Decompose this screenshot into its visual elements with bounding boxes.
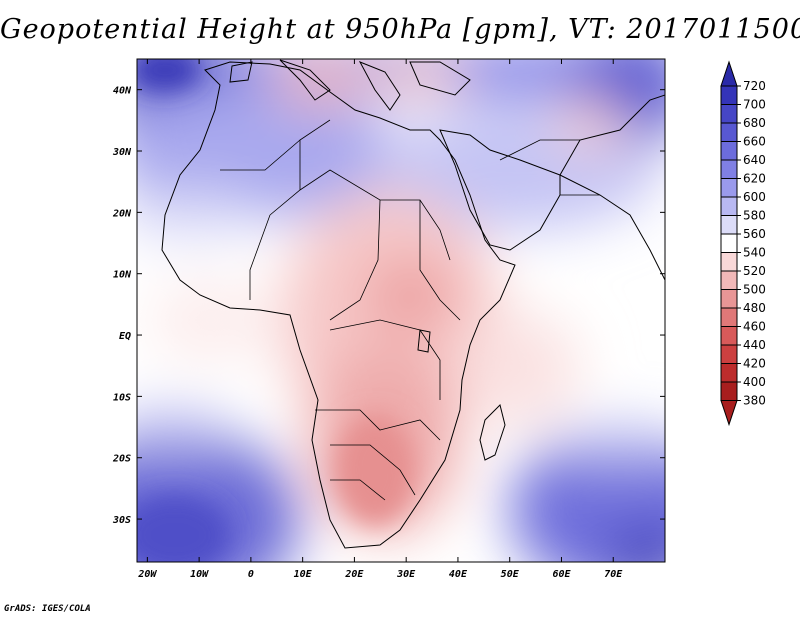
colorbar-label: 600 <box>743 190 766 204</box>
colorbar-swatch <box>720 289 738 309</box>
lat-label: 30N <box>112 147 132 158</box>
lon-label: 60E <box>552 569 571 580</box>
colorbar-swatch <box>720 326 738 346</box>
colorbar: 720 700 680 660 640 620 600 580 560 540 520 500 480 4… <box>720 60 766 427</box>
colorbar-label: 700 <box>743 98 766 112</box>
colorbar-label: 440 <box>743 338 766 352</box>
colorbar-swatch <box>720 233 738 253</box>
colorbar-swatch <box>720 344 738 364</box>
colorbar-swatch <box>720 381 738 401</box>
lon-label: 40E <box>449 569 468 580</box>
map-title: Geopotential Height at 950hPa [gpm], VT:… <box>0 14 800 45</box>
lon-label: 10E <box>294 569 313 580</box>
colorbar-label: 660 <box>743 135 766 149</box>
colorbar-label: 400 <box>743 375 766 389</box>
colorbar-swatch <box>720 196 738 216</box>
colorbar-swatch <box>720 159 738 179</box>
lat-label: 10S <box>113 392 131 403</box>
lon-label: 20E <box>344 569 364 580</box>
longitude-labels: 20W 10W 0 10E 20E 30E 40E 50E 60E 70E <box>137 569 623 580</box>
colorbar-swatch <box>720 215 738 235</box>
latitude-labels: 40N 30N 20N 10N EQ 10S 20S 30S <box>112 86 132 526</box>
height-field <box>137 59 665 562</box>
lon-label: 0 <box>248 569 254 580</box>
colorbar-swatch <box>720 307 738 327</box>
lon-label: 20W <box>137 569 157 580</box>
colorbar-label: 720 <box>743 79 766 93</box>
colorbar-swatch <box>720 252 738 272</box>
colorbar-swatch <box>720 122 738 142</box>
credit-text: GrADS: IGES/COLA <box>4 604 91 614</box>
colorbar-label: 420 <box>743 357 766 371</box>
colorbar-label: 560 <box>743 227 766 241</box>
colorbar-label: 680 <box>743 116 766 130</box>
lon-label: 10W <box>190 569 209 580</box>
lat-label: 20S <box>112 454 131 465</box>
colorbar-swatch <box>720 141 738 161</box>
lon-label: 50E <box>501 569 520 580</box>
colorbar-label: 500 <box>743 283 766 297</box>
colorbar-swatch <box>720 104 738 124</box>
axis-ticks <box>137 59 665 562</box>
lat-label: 20N <box>112 208 132 219</box>
plot-frame <box>136 58 666 563</box>
lat-label: EQ <box>119 331 131 342</box>
lon-label: 30E <box>396 569 416 580</box>
colorbar-label: 640 <box>743 153 766 167</box>
colorbar-label: 480 <box>743 301 766 315</box>
colorbar-swatch <box>720 270 738 290</box>
colorbar-label: 620 <box>743 172 766 186</box>
colorbar-swatch <box>720 178 738 198</box>
colorbar-label: 520 <box>743 264 766 278</box>
coastlines <box>161 59 665 549</box>
lon-label: 70E <box>604 569 623 580</box>
colorbar-swatch <box>720 85 738 105</box>
colorbar-label: 540 <box>743 246 766 260</box>
country-borders <box>220 119 600 501</box>
lat-label: 30S <box>112 515 131 526</box>
colorbar-label: 580 <box>743 209 766 223</box>
lat-label: 10N <box>113 270 132 281</box>
colorbar-swatch <box>720 363 738 383</box>
colorbar-label: 460 <box>743 320 766 334</box>
colorbar-label: 380 <box>743 394 766 408</box>
colorbar-max-arrow <box>720 60 738 87</box>
lat-label: 40N <box>113 86 132 97</box>
colorbar-min-arrow <box>720 400 738 427</box>
